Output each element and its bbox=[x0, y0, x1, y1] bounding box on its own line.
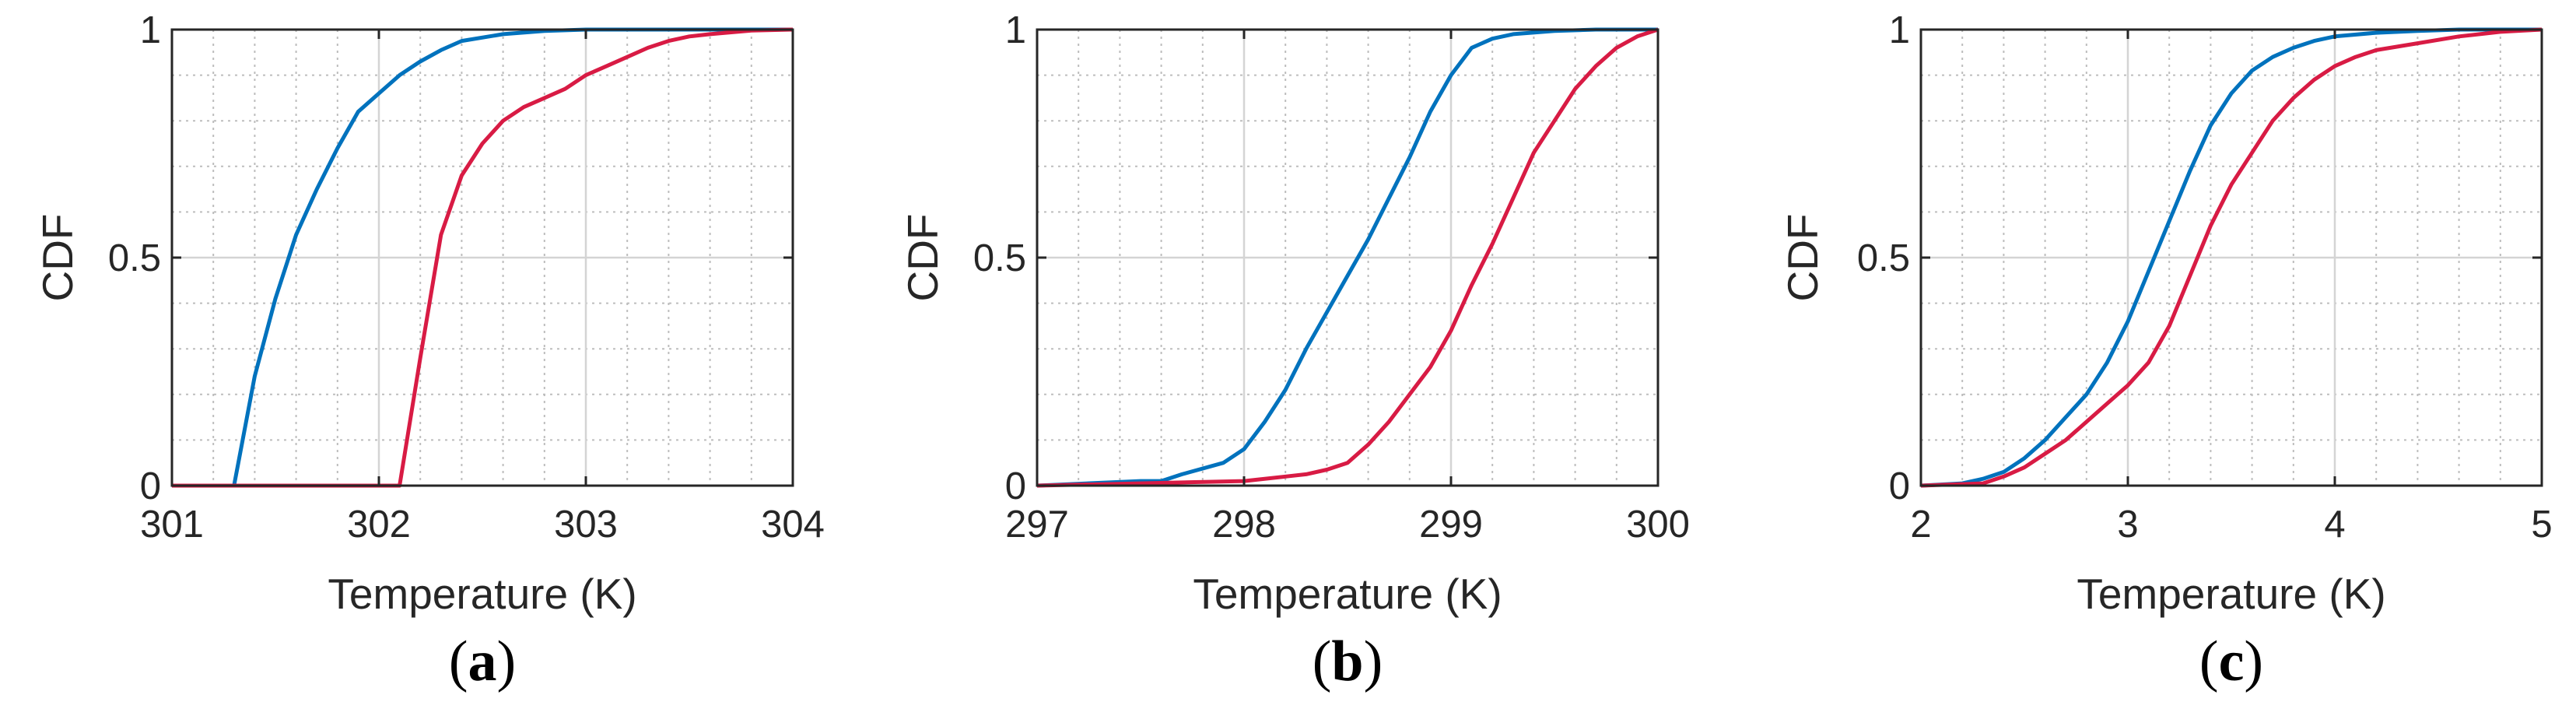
panel-a-xtick-label: 302 bbox=[347, 504, 411, 546]
panel-c-ytick-label: 1 bbox=[1889, 9, 1910, 51]
panel-c-grid bbox=[1921, 30, 2542, 486]
panel-b: 297 298 299 300 0 0.5 1 Temperature (K) CDF (b… bbox=[899, 9, 1690, 693]
panel-a-xtick-label: 304 bbox=[761, 504, 825, 546]
panel-a-ticks: 301 302 303 304 0 0.5 1 bbox=[108, 9, 825, 546]
panel-a-ytick-label: 1 bbox=[140, 9, 161, 51]
panel-a-ytick-label: 0 bbox=[140, 465, 161, 507]
panel-b-ylabel: CDF bbox=[899, 213, 947, 301]
panel-b-xtick-label: 300 bbox=[1626, 504, 1690, 546]
panel-b-letter: b bbox=[1331, 630, 1363, 693]
panel-b-xtick-label: 298 bbox=[1212, 504, 1276, 546]
panel-c-ytick-label: 0.5 bbox=[1857, 237, 1910, 279]
panel-a-grid bbox=[172, 30, 793, 486]
panel-a-letter: a bbox=[468, 630, 497, 693]
panel-b-ytick-label: 1 bbox=[1005, 9, 1026, 51]
panel-a: 301 302 303 304 0 0.5 1 Temperature (K) CDF (a… bbox=[33, 9, 825, 693]
panel-b-xlabel: Temperature (K) bbox=[1193, 570, 1502, 618]
panel-b-ytick-label: 0.5 bbox=[973, 237, 1026, 279]
panel-c-ylabel: CDF bbox=[1779, 213, 1827, 301]
panel-c-xtick-label: 5 bbox=[2531, 504, 2552, 546]
panel-a-xtick-label: 301 bbox=[140, 504, 204, 546]
panel-a-ylabel: CDF bbox=[33, 213, 82, 301]
panel-b-label: (b) bbox=[1313, 630, 1383, 693]
panel-c-ytick-label: 0 bbox=[1889, 465, 1910, 507]
panel-c-xtick-label: 2 bbox=[1910, 504, 1931, 546]
panel-c-xtick-label: 3 bbox=[2117, 504, 2138, 546]
panel-c-xtick-label: 4 bbox=[2324, 504, 2345, 546]
panel-a-xtick-label: 303 bbox=[554, 504, 618, 546]
panel-a-ytick-label: 0.5 bbox=[108, 237, 161, 279]
panel-c-series-red bbox=[1920, 27, 2543, 488]
panel-b-series-red bbox=[1036, 27, 1659, 488]
panel-b-ytick-label: 0 bbox=[1005, 465, 1026, 507]
panel-b-xtick-label: 299 bbox=[1419, 504, 1483, 546]
panel-c-xlabel: Temperature (K) bbox=[2077, 570, 2385, 618]
panel-b-series bbox=[1036, 27, 1659, 488]
panel-c-letter: c bbox=[2219, 630, 2245, 693]
panel-b-xtick-label: 297 bbox=[1005, 504, 1069, 546]
panel-a-label: (a) bbox=[449, 630, 516, 693]
panel-c: 2 3 4 5 0 0.5 1 Temperature (K) CDF (c) bbox=[1779, 9, 2553, 693]
panel-b-series-blue bbox=[1036, 27, 1658, 488]
panel-c-series bbox=[1920, 27, 2543, 488]
panel-b-grid bbox=[1037, 30, 1658, 486]
panel-c-series-blue bbox=[1920, 27, 2542, 488]
panel-a-xlabel: Temperature (K) bbox=[328, 570, 636, 618]
panel-c-label: (c) bbox=[2199, 630, 2263, 693]
panel-a-series-red bbox=[172, 27, 794, 488]
panel-b-ticks: 297 298 299 300 0 0.5 1 bbox=[973, 9, 1690, 546]
panel-c-ticks: 2 3 4 5 0 0.5 1 bbox=[1857, 9, 2553, 546]
